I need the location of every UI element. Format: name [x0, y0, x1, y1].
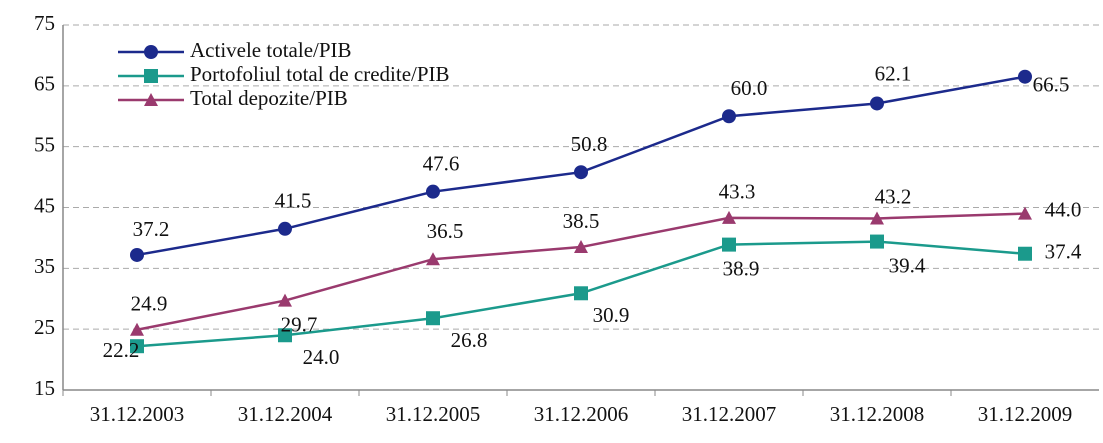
data-label: 37.4 — [1045, 240, 1082, 264]
y-tick-label: 75 — [34, 11, 55, 35]
data-point — [426, 311, 440, 326]
data-label: 22.2 — [103, 338, 140, 362]
data-point — [278, 293, 292, 307]
y-tick-label: 15 — [34, 376, 55, 400]
data-label: 29.7 — [281, 312, 318, 336]
legend-label: Portofoliul total de credite/PIB — [190, 62, 450, 86]
data-point — [870, 234, 884, 249]
data-point — [870, 211, 884, 225]
data-point — [722, 109, 736, 124]
x-tick-label: 31.12.2004 — [238, 402, 333, 426]
data-point — [426, 184, 440, 199]
x-tick-label: 31.12.2008 — [830, 402, 925, 426]
data-label: 26.8 — [451, 328, 488, 352]
data-label: 50.8 — [571, 132, 608, 156]
data-label: 43.2 — [875, 184, 912, 208]
legend-marker — [144, 93, 158, 106]
data-label: 44.0 — [1045, 197, 1082, 221]
legend-marker — [144, 45, 158, 59]
data-point — [574, 165, 588, 180]
data-label: 24.0 — [303, 345, 340, 369]
y-tick-label: 45 — [34, 193, 55, 217]
data-point — [130, 322, 144, 336]
data-point — [426, 252, 440, 266]
legend-label: Total depozite/PIB — [190, 86, 348, 110]
data-label: 43.3 — [719, 180, 756, 204]
data-label: 36.5 — [427, 219, 464, 243]
data-label: 38.9 — [723, 256, 760, 280]
data-label: 41.5 — [275, 189, 312, 213]
data-point — [870, 96, 884, 111]
data-point — [722, 237, 736, 252]
data-label: 62.1 — [875, 61, 912, 85]
data-label: 60.0 — [731, 76, 768, 100]
y-tick-label: 55 — [34, 132, 55, 156]
data-point — [1018, 246, 1032, 261]
data-point — [1018, 69, 1032, 84]
data-label: 47.6 — [423, 151, 460, 175]
y-tick-label: 25 — [34, 315, 55, 339]
data-point — [1018, 206, 1032, 220]
data-label: 37.2 — [133, 217, 170, 241]
x-tick-label: 31.12.2007 — [682, 402, 777, 426]
data-point — [278, 221, 292, 236]
legend-marker — [144, 69, 158, 83]
y-tick-label: 65 — [34, 72, 55, 96]
data-label: 38.5 — [563, 209, 600, 233]
data-point — [722, 210, 736, 224]
legend-label: Activele totale/PIB — [190, 38, 352, 62]
data-point — [130, 339, 144, 354]
data-label: 39.4 — [889, 253, 926, 277]
data-label: 24.9 — [131, 292, 168, 316]
y-tick-label: 35 — [34, 254, 55, 278]
x-tick-label: 31.12.2003 — [90, 402, 185, 426]
data-point — [574, 286, 588, 301]
x-tick-label: 31.12.2005 — [386, 402, 481, 426]
data-label: 30.9 — [593, 303, 630, 327]
data-point — [574, 240, 588, 254]
x-tick-label: 31.12.2006 — [534, 402, 629, 426]
x-tick-label: 31.12.2009 — [978, 402, 1073, 426]
data-point — [130, 247, 144, 262]
data-point — [278, 328, 292, 343]
data-label: 66.5 — [1033, 73, 1070, 97]
